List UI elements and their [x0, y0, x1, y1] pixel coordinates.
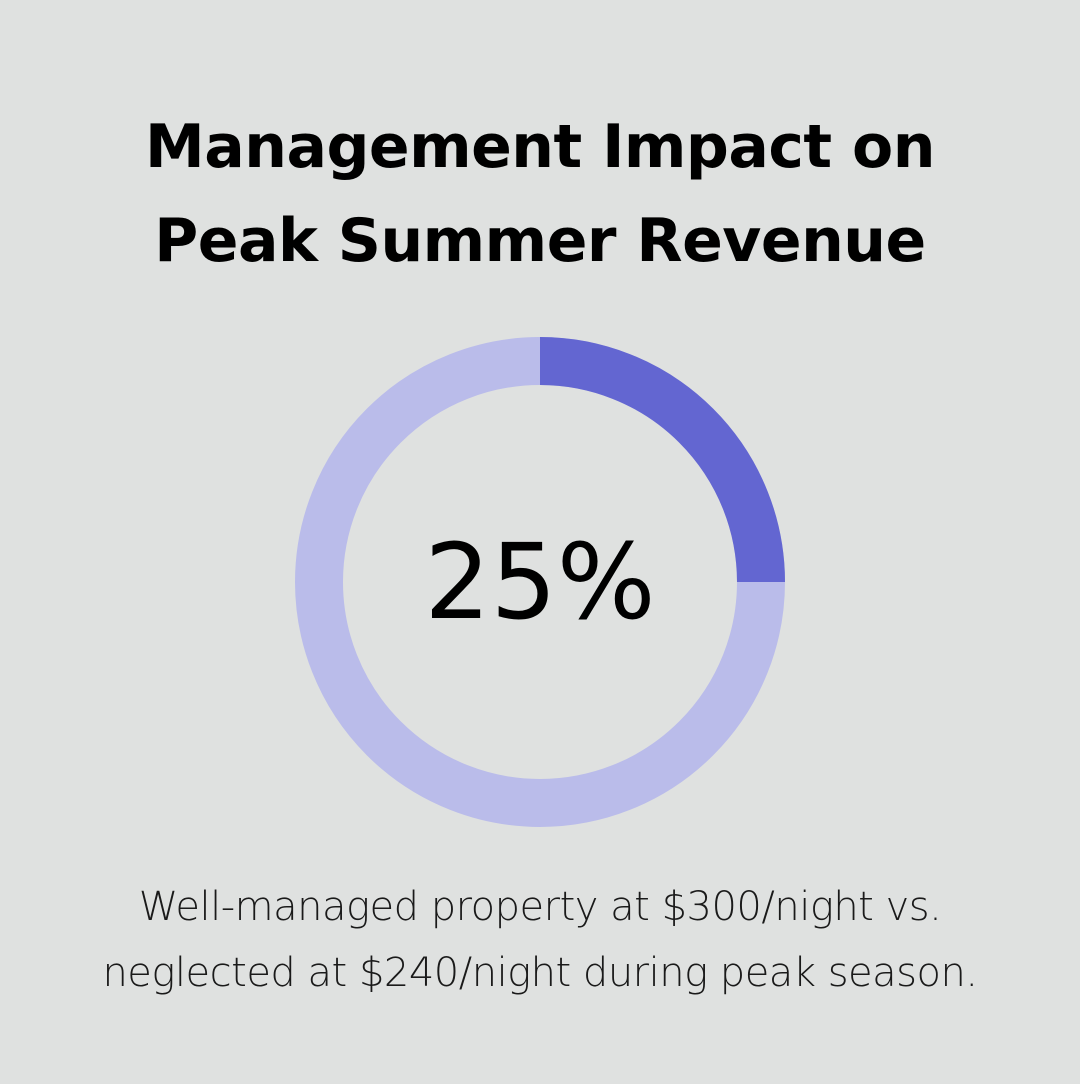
caption-line-1: Well-managed property at $300/night vs. [138, 884, 942, 930]
donut-chart: 25% [295, 337, 785, 827]
chart-caption: Well-managed property at $300/night vs. … [0, 874, 1080, 1006]
chart-title-line-1: Management Impact on [145, 112, 935, 182]
caption-line-2: neglected at $240/night during peak seas… [102, 950, 978, 996]
chart-title-line-2: Peak Summer Revenue [154, 206, 926, 276]
donut-center-label: 25% [424, 521, 655, 643]
chart-title: Management Impact on Peak Summer Revenue [0, 100, 1080, 288]
donut-highlight-segment [539, 337, 785, 583]
